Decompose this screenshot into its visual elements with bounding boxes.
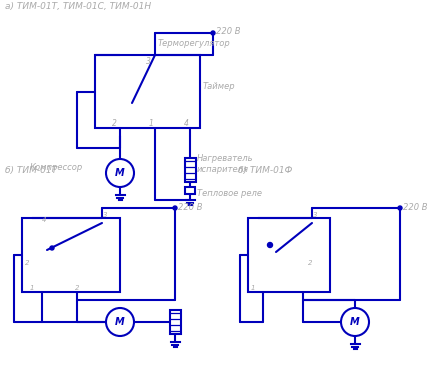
Text: 220 В: 220 В xyxy=(403,204,427,212)
Text: 1: 1 xyxy=(30,285,35,291)
Text: 220 В: 220 В xyxy=(178,204,202,212)
Bar xyxy=(170,310,180,334)
Text: 2: 2 xyxy=(75,285,80,291)
Circle shape xyxy=(106,308,134,336)
Text: 4: 4 xyxy=(184,119,189,128)
Text: б) ТИМ-01Ф: б) ТИМ-01Ф xyxy=(238,166,292,174)
Text: 3: 3 xyxy=(146,57,151,65)
Circle shape xyxy=(341,308,369,336)
Text: Компрессор: Компрессор xyxy=(30,163,83,173)
Text: 3: 3 xyxy=(103,212,108,218)
Circle shape xyxy=(398,206,402,210)
Text: 1: 1 xyxy=(251,285,256,291)
Text: 2: 2 xyxy=(112,119,117,128)
Text: М: М xyxy=(115,317,125,327)
Circle shape xyxy=(50,246,54,250)
Text: 220 В: 220 В xyxy=(216,27,240,36)
Bar xyxy=(22,218,120,292)
Text: 1: 1 xyxy=(149,119,154,128)
Text: 2: 2 xyxy=(25,260,30,266)
Text: Терморегулятор: Терморегулятор xyxy=(158,40,231,49)
Bar xyxy=(95,55,200,128)
Text: М: М xyxy=(115,168,125,178)
Text: а) ТИМ-01Т, ТИМ-01С, ТИМ-01Н: а) ТИМ-01Т, ТИМ-01С, ТИМ-01Н xyxy=(5,3,151,11)
Text: Таймер: Таймер xyxy=(203,82,236,91)
Text: 2: 2 xyxy=(308,260,312,266)
Circle shape xyxy=(173,206,177,210)
Text: М: М xyxy=(350,317,360,327)
Text: Нагреватель
испарителя: Нагреватель испарителя xyxy=(197,154,253,174)
Bar xyxy=(184,158,195,182)
Text: 4: 4 xyxy=(42,217,46,223)
Text: 3: 3 xyxy=(313,212,318,218)
Circle shape xyxy=(106,159,134,187)
Text: б) ТИМ-01Т: б) ТИМ-01Т xyxy=(5,166,57,174)
Bar xyxy=(185,187,195,193)
Circle shape xyxy=(267,242,273,247)
Text: Тепловое реле: Тепловое реле xyxy=(197,188,262,198)
Bar xyxy=(248,218,330,292)
Circle shape xyxy=(211,31,215,35)
